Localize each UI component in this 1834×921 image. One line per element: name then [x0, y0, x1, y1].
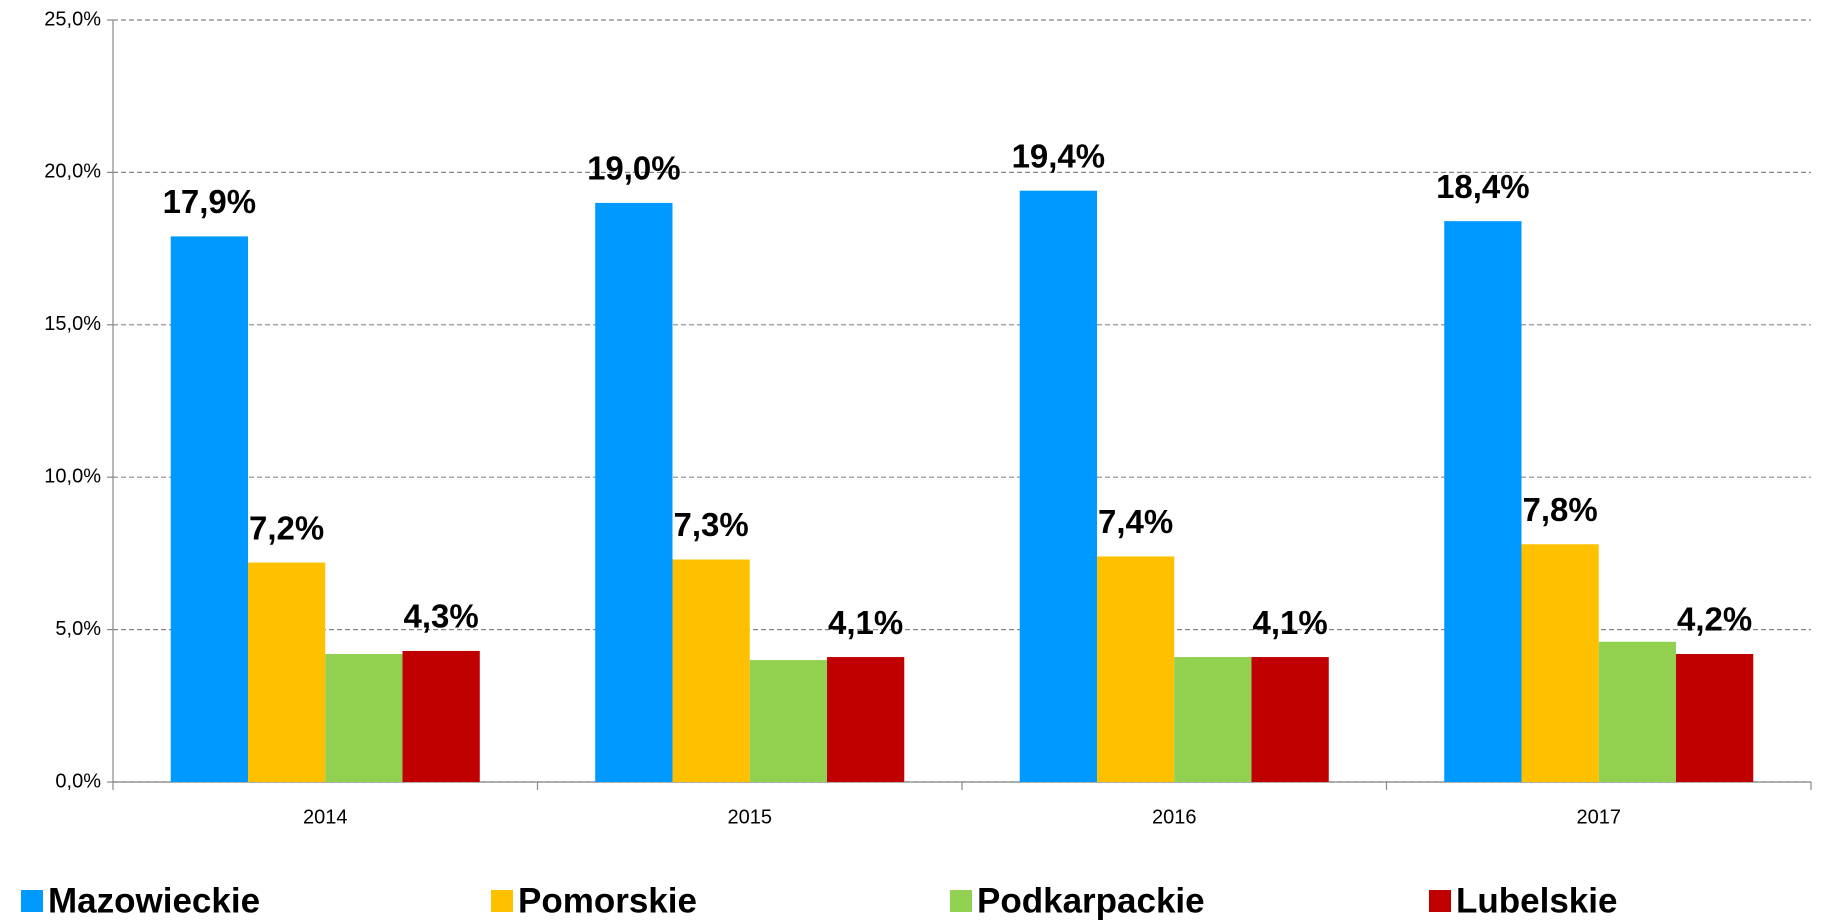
legend-label: Pomorskie — [518, 881, 697, 920]
bar — [827, 657, 905, 782]
data-label: 7,3% — [674, 506, 749, 543]
x-tick-label: 2015 — [728, 806, 773, 828]
bar — [1019, 190, 1097, 783]
y-tick-label: 0,0% — [55, 770, 101, 792]
bar — [1444, 221, 1522, 783]
bar — [170, 236, 248, 782]
bar — [1676, 653, 1754, 782]
bar — [402, 650, 480, 782]
legend-label: Lubelskie — [1456, 881, 1617, 920]
bar — [672, 559, 750, 782]
data-label: 4,1% — [1253, 604, 1328, 641]
bar — [247, 562, 326, 782]
y-tick-label: 15,0% — [44, 313, 101, 335]
data-label: 19,4% — [1012, 137, 1106, 174]
bar — [1251, 657, 1329, 782]
data-label: 17,9% — [163, 183, 257, 220]
data-label: 4,3% — [404, 598, 479, 635]
bar — [749, 660, 828, 782]
legend-swatch — [491, 890, 513, 912]
bar — [1096, 556, 1175, 782]
y-tick-label: 10,0% — [44, 465, 101, 487]
legend-swatch — [950, 890, 972, 912]
y-tick-label: 5,0% — [55, 618, 101, 640]
legend-swatch — [21, 890, 43, 912]
x-tick-label: 2017 — [1577, 806, 1622, 828]
x-tick-label: 2016 — [1152, 806, 1197, 828]
bar — [1598, 641, 1677, 782]
x-tick-label: 2014 — [303, 806, 348, 828]
data-label: 7,2% — [249, 509, 324, 546]
data-label: 7,8% — [1523, 491, 1598, 528]
data-label: 7,4% — [1098, 503, 1173, 540]
legend-label: Mazowieckie — [48, 881, 260, 920]
bar — [595, 202, 673, 782]
data-label: 4,1% — [828, 604, 903, 641]
data-label: 18,4% — [1436, 168, 1530, 205]
data-label: 4,2% — [1677, 601, 1752, 638]
data-label: 19,0% — [587, 150, 681, 187]
bar — [325, 653, 403, 782]
legend-label: Podkarpackie — [977, 881, 1205, 920]
y-tick-label: 25,0% — [44, 8, 101, 30]
bar — [1521, 544, 1599, 782]
bar — [1174, 657, 1252, 782]
y-tick-label: 20,0% — [44, 161, 101, 183]
legend-swatch — [1429, 890, 1451, 912]
